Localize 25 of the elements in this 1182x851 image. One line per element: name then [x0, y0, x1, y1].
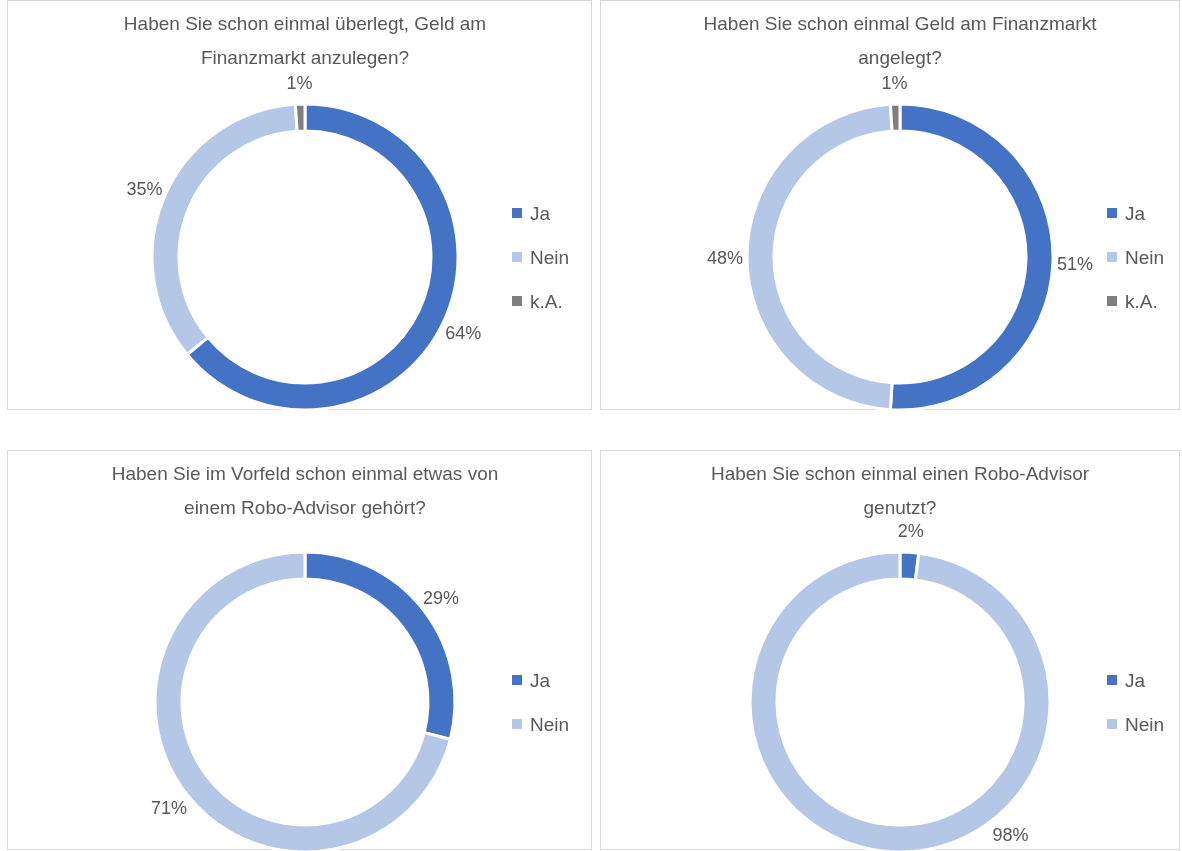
legend-label: Nein [1125, 247, 1165, 268]
data-label: 71% [151, 798, 188, 819]
legend-label: Ja [530, 670, 551, 691]
legend-label: Nein [530, 247, 570, 268]
legend-label: k.A. [530, 291, 563, 312]
data-label: 35% [126, 178, 163, 199]
data-label: 64% [445, 322, 482, 343]
data-label: 51% [1056, 253, 1093, 274]
donut-slice [748, 550, 1052, 851]
legend-label: Ja [1125, 203, 1146, 224]
data-label: 1% [881, 73, 908, 94]
legend-label: Nein [1125, 714, 1165, 735]
legend-label: Ja [530, 203, 551, 224]
chart-title: Haben Sie schon einmal einen Robo-Advisor genutzt? [710, 463, 1090, 518]
data-label: 98% [992, 824, 1029, 845]
data-label: 29% [422, 587, 459, 608]
legend-label: k.A. [1125, 291, 1158, 312]
data-label: 48% [706, 248, 744, 268]
chart-title: Haben Sie schon einmal Geld am Finanzmarkt angelegt? [703, 13, 1098, 68]
data-label: 1% [286, 73, 313, 94]
data-label: 2% [897, 521, 924, 542]
legend-label: Nein [530, 714, 570, 735]
chart-title: Haben Sie im Vorfeld schon einmal etwas von einem Robo-Advisor gehört? [111, 463, 499, 518]
legend-label: Ja [1125, 670, 1146, 691]
chart-title: Haben Sie schon einmal überlegt, Geld am Finanzmarkt anzulegen? [123, 13, 487, 68]
